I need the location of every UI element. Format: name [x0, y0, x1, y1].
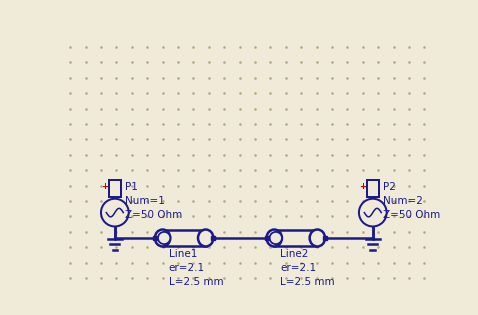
Text: P2
Num=2
Z=50 Ohm: P2 Num=2 Z=50 Ohm [383, 182, 440, 220]
Ellipse shape [310, 230, 325, 246]
Circle shape [101, 199, 129, 226]
Bar [109, 180, 121, 197]
Text: Line2
er=2.1
L=2.5 mm: Line2 er=2.1 L=2.5 mm [281, 249, 335, 287]
Circle shape [359, 199, 387, 226]
Ellipse shape [270, 232, 282, 244]
Bar [163, 230, 206, 246]
Ellipse shape [267, 230, 282, 246]
Text: Line1
er=2.1
L=2.5 mm: Line1 er=2.1 L=2.5 mm [169, 249, 223, 287]
Ellipse shape [158, 232, 170, 244]
Ellipse shape [155, 230, 170, 246]
Ellipse shape [198, 230, 213, 246]
Text: +: + [359, 182, 366, 191]
Text: +: + [101, 182, 108, 191]
Bar [367, 180, 379, 197]
Text: P1
Num=1
Z=50 Ohm: P1 Num=1 Z=50 Ohm [125, 182, 182, 220]
Bar [274, 230, 317, 246]
